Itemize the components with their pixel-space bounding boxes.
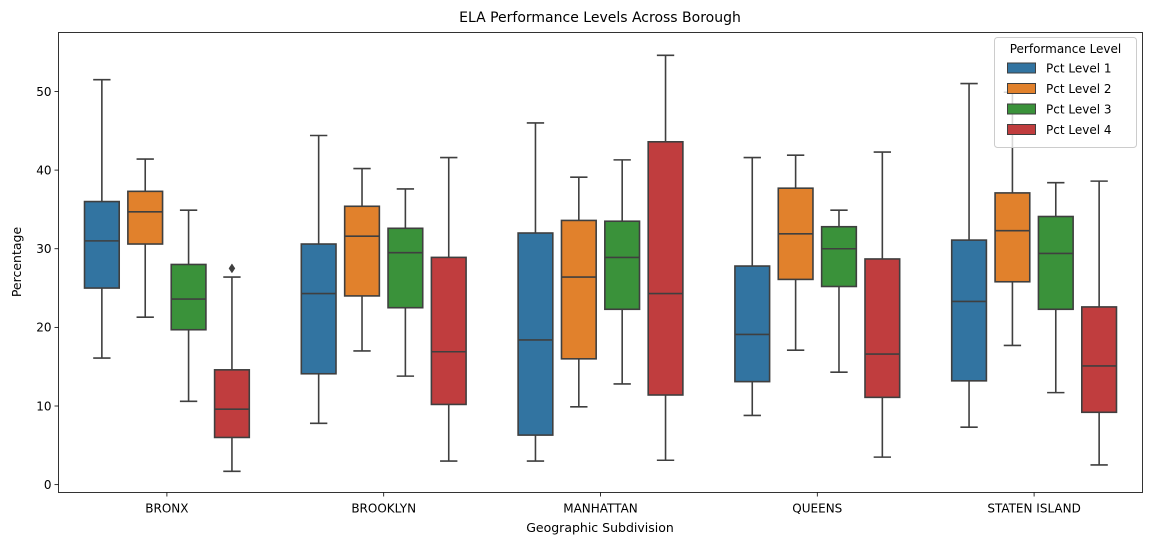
y-axis: 0 10 20 30 40 50 bbox=[36, 85, 59, 492]
box-iqr bbox=[950, 239, 988, 382]
box-iqr bbox=[734, 265, 771, 383]
box-iqr bbox=[213, 369, 251, 439]
y-tick-label: 50 bbox=[36, 85, 51, 99]
box-queens-level-3 bbox=[820, 209, 858, 373]
box-brooklyn-level-2 bbox=[343, 167, 381, 352]
y-tick-label: 0 bbox=[44, 478, 52, 492]
box-queens-level-4 bbox=[864, 151, 901, 458]
box-bronx-level-4 bbox=[213, 263, 251, 473]
box-manhattan-level-3 bbox=[604, 159, 641, 385]
box-iqr bbox=[604, 220, 641, 311]
x-axis: BRONX BROOKLYN MANHATTAN QUEENS STATEN ISLAN… bbox=[145, 492, 1081, 516]
box-staten-island-level-4 bbox=[1080, 180, 1118, 466]
box-queens-level-1 bbox=[734, 156, 771, 417]
y-tick-label: 30 bbox=[36, 242, 51, 256]
legend-swatch bbox=[1007, 83, 1036, 94]
plot-area bbox=[58, 32, 1143, 493]
box-iqr bbox=[387, 227, 424, 309]
box-iqr bbox=[430, 256, 467, 406]
box-iqr bbox=[1037, 215, 1074, 311]
x-axis-label: Geographic Subdivision bbox=[526, 520, 674, 535]
box-bronx-level-2 bbox=[127, 158, 164, 318]
box-bronx-level-3 bbox=[170, 209, 207, 403]
y-tick-label: 40 bbox=[36, 163, 51, 177]
box-staten-island-level-2 bbox=[994, 91, 1031, 347]
legend-entry: Pct Level 3 bbox=[1046, 103, 1111, 117]
box-iqr bbox=[300, 243, 337, 375]
legend-items: Pct Level 1 Pct Level 2 Pct Level 3 Pct Lev… bbox=[1007, 62, 1111, 137]
legend-entry: Pct Level 1 bbox=[1046, 62, 1111, 76]
box-iqr bbox=[127, 190, 164, 245]
box-brooklyn-level-1 bbox=[300, 134, 337, 425]
y-tick-label: 20 bbox=[36, 321, 51, 335]
legend-title: Performance Level bbox=[1010, 42, 1122, 56]
y-tick-label: 10 bbox=[36, 399, 51, 413]
legend-entry: Pct Level 4 bbox=[1046, 123, 1111, 137]
box-manhattan-level-4 bbox=[647, 54, 684, 462]
box-iqr bbox=[343, 205, 381, 297]
x-tick-label: QUEENS bbox=[792, 502, 842, 516]
box-manhattan-level-2 bbox=[560, 176, 597, 408]
legend-swatch bbox=[1007, 124, 1036, 135]
x-tick-label: MANHATTAN bbox=[563, 502, 638, 516]
box-iqr bbox=[647, 140, 684, 396]
legend-entry: Pct Level 2 bbox=[1046, 82, 1111, 96]
x-tick-label: BRONX bbox=[145, 502, 188, 516]
y-axis-label: Percentage bbox=[9, 227, 24, 298]
box-iqr bbox=[1080, 306, 1118, 414]
box-iqr bbox=[517, 232, 554, 436]
box-brooklyn-level-4 bbox=[430, 156, 467, 462]
box-staten-island-level-3 bbox=[1037, 181, 1074, 394]
legend: Performance Level Pct Level 1 Pct Level 2… bbox=[994, 37, 1137, 148]
box-iqr bbox=[864, 258, 901, 399]
legend-swatch bbox=[1007, 62, 1036, 74]
box-iqr bbox=[560, 219, 597, 360]
legend-swatch bbox=[1007, 103, 1036, 115]
box-iqr bbox=[83, 200, 121, 289]
box-manhattan-level-1 bbox=[517, 122, 554, 462]
box-bronx-level-1 bbox=[83, 78, 121, 359]
box-staten-island-level-1 bbox=[950, 82, 988, 429]
box-queens-level-2 bbox=[777, 154, 814, 351]
outlier-point bbox=[228, 263, 236, 274]
box-iqr bbox=[994, 192, 1031, 283]
x-tick-label: STATEN ISLAND bbox=[987, 502, 1081, 516]
box-groups bbox=[83, 54, 1118, 473]
box-iqr bbox=[820, 225, 858, 288]
box-iqr bbox=[170, 263, 207, 331]
x-tick-label: BROOKLYN bbox=[351, 502, 416, 516]
box-brooklyn-level-3 bbox=[387, 188, 424, 377]
chart-title: ELA Performance Levels Across Borough bbox=[459, 10, 741, 26]
